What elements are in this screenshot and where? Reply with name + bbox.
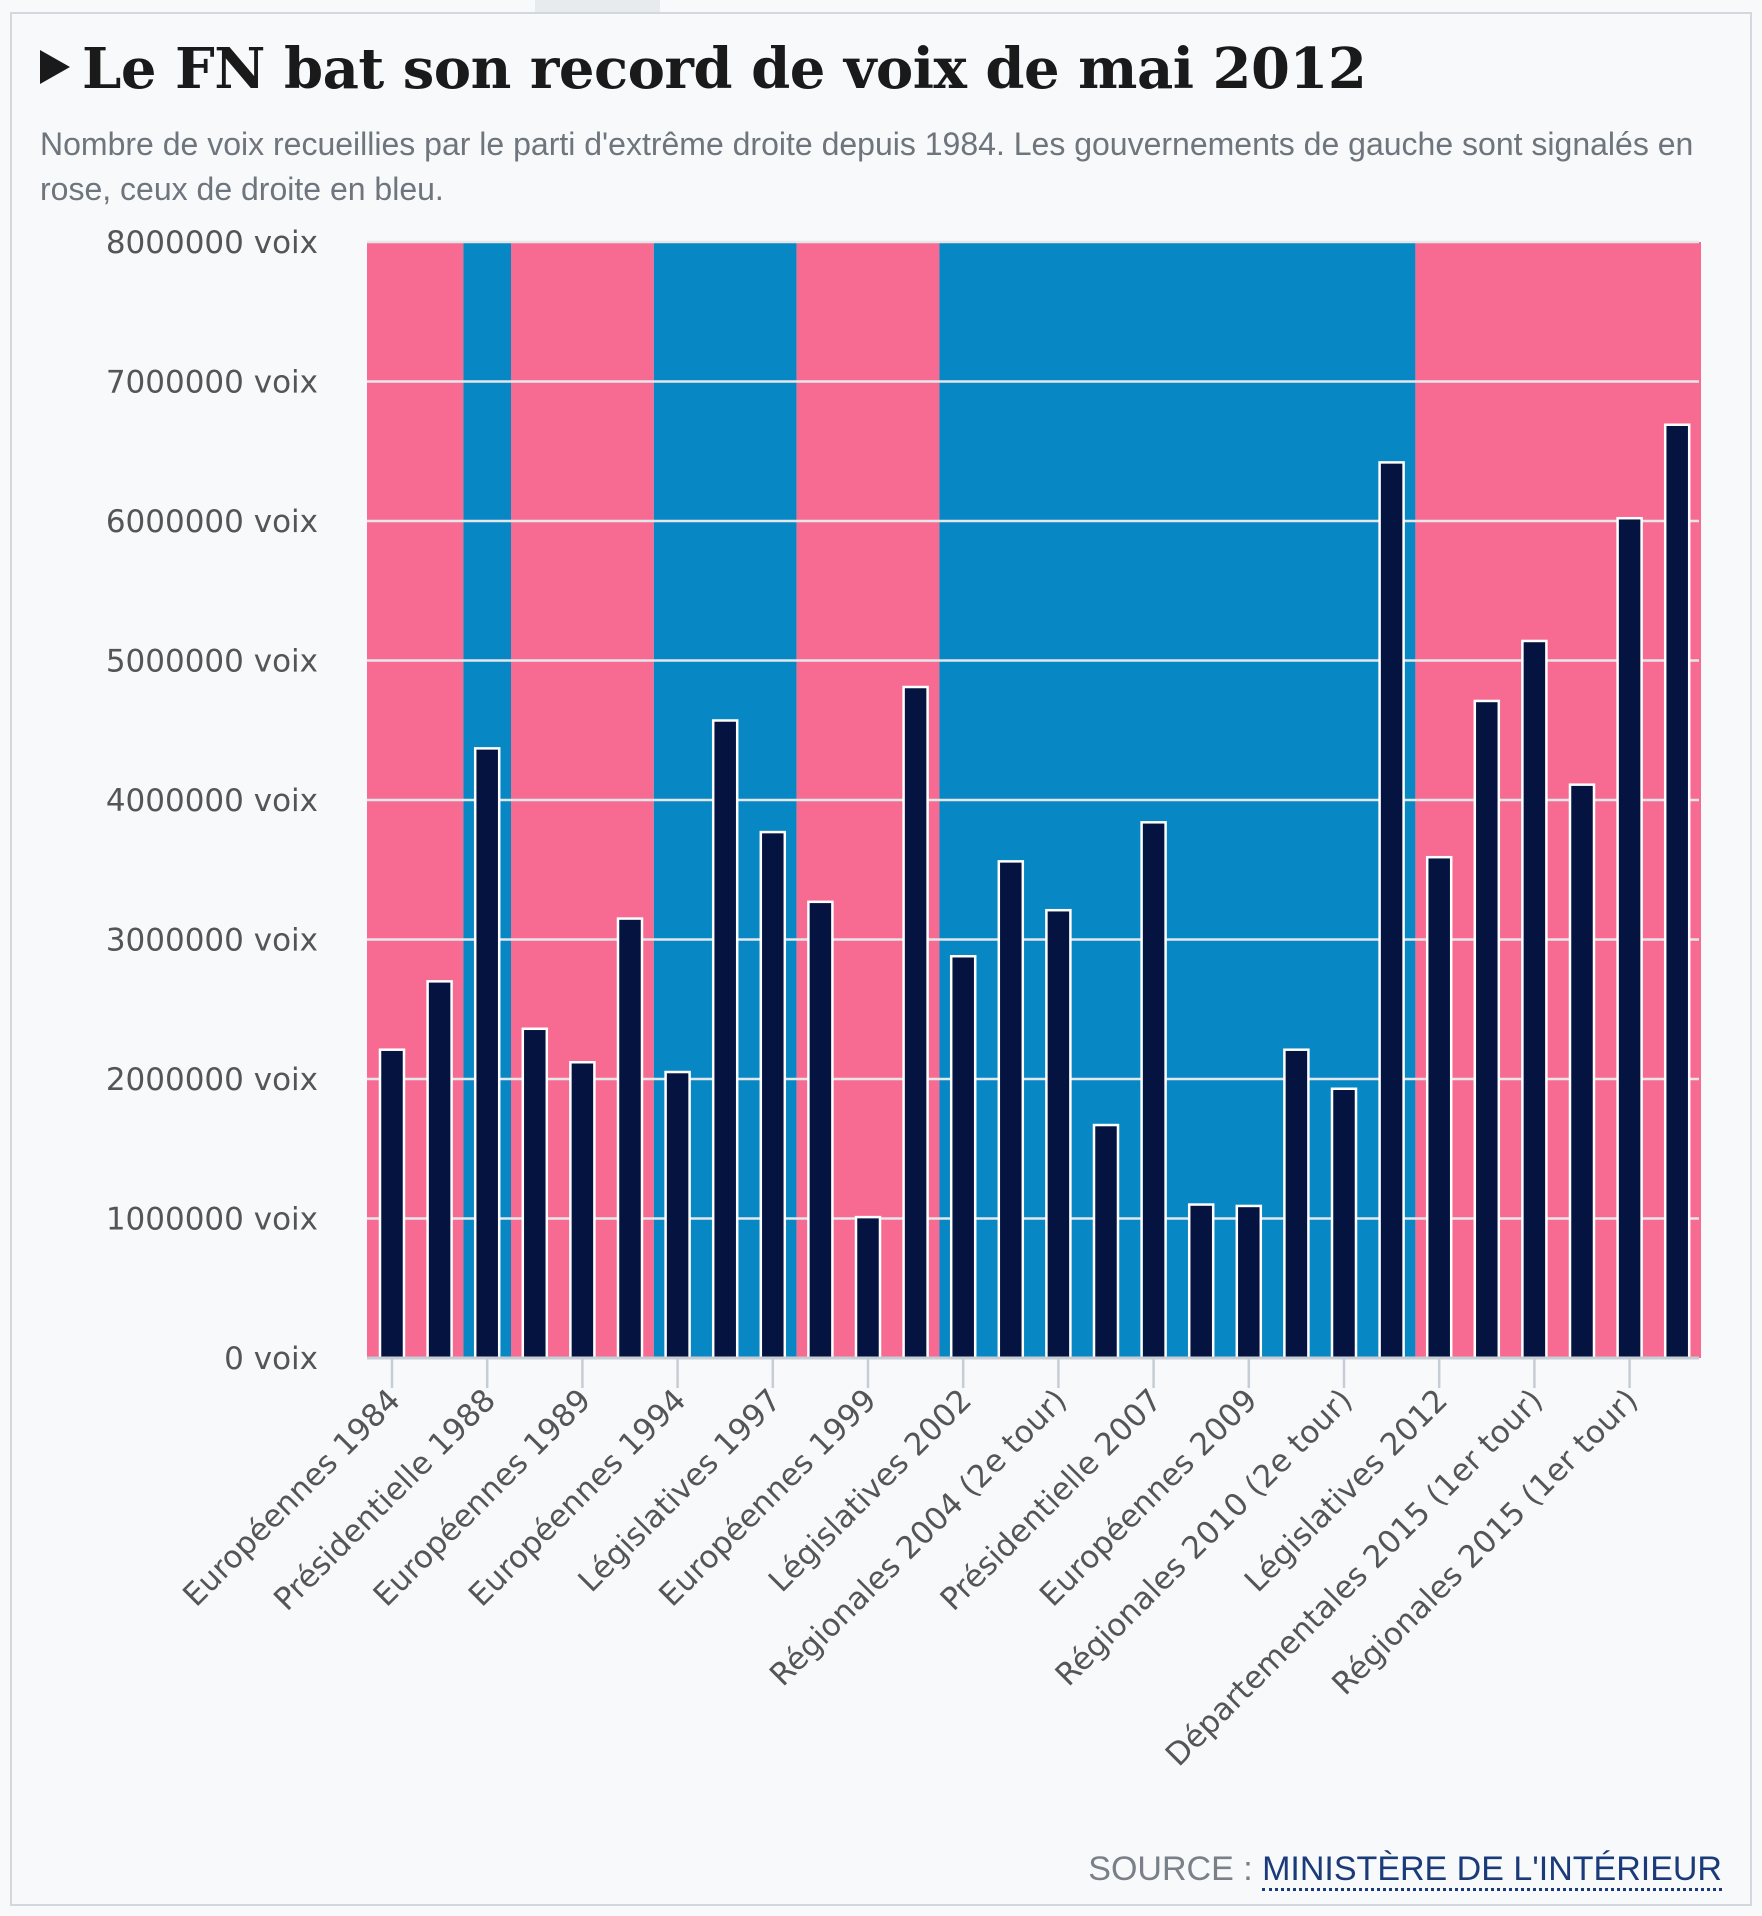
bar-chart: 0 voix 1000000 voix 2000000 voix 3000000 vo… — [106, 225, 1701, 1773]
bar — [426, 980, 453, 1360]
source-prefix: SOURCE : — [1088, 1850, 1263, 1888]
bar — [616, 917, 644, 1360]
play-triangle-icon — [40, 50, 70, 84]
bar — [1330, 1087, 1358, 1360]
y-tick-label: 4000000 voix — [106, 783, 318, 819]
bar — [1378, 461, 1405, 1360]
top-tab-stub — [535, 0, 660, 12]
y-tick-label: 3000000 voix — [106, 923, 318, 959]
bar — [854, 1215, 882, 1360]
bar — [378, 1048, 406, 1360]
bar — [807, 900, 834, 1360]
bar — [1092, 1123, 1120, 1360]
bar — [664, 1070, 691, 1360]
chart-subtitle: Nombre de voix recueillies par le parti … — [40, 126, 1694, 207]
bar — [1045, 908, 1072, 1360]
source-line: SOURCE : MINISTÈRE DE L'INTÉRIEUR — [1088, 1850, 1722, 1891]
y-tick-label: 2000000 voix — [106, 1062, 318, 1098]
bar — [1616, 516, 1643, 1360]
bar — [902, 685, 929, 1360]
bar — [997, 860, 1025, 1360]
bar — [1568, 783, 1596, 1360]
bar — [1235, 1204, 1263, 1360]
bar — [569, 1061, 596, 1360]
bar — [711, 719, 739, 1360]
y-tick-label: 0 voix — [224, 1341, 318, 1377]
bar — [1425, 855, 1453, 1360]
bar — [1140, 821, 1167, 1360]
bar — [473, 747, 501, 1360]
bar — [949, 954, 977, 1360]
y-tick-label: 8000000 voix — [106, 225, 318, 261]
y-tick-label: 5000000 voix — [106, 644, 318, 680]
bar — [1187, 1203, 1215, 1360]
bar — [521, 1027, 549, 1360]
y-tick-label: 1000000 voix — [106, 1202, 318, 1238]
chart-title: Le FN bat son record de voix de mai 2012 — [40, 36, 1367, 102]
bar — [1521, 639, 1548, 1360]
bar — [1283, 1048, 1310, 1360]
bar — [1473, 699, 1501, 1360]
y-tick-label: 7000000 voix — [106, 365, 318, 401]
bar — [759, 830, 787, 1360]
source-link[interactable]: MINISTÈRE DE L'INTÉRIEUR — [1262, 1850, 1722, 1891]
y-tick-label: 6000000 voix — [106, 504, 318, 540]
bar — [1663, 423, 1691, 1360]
chart-title-text: Le FN bat son record de voix de mai 2012 — [82, 36, 1367, 102]
